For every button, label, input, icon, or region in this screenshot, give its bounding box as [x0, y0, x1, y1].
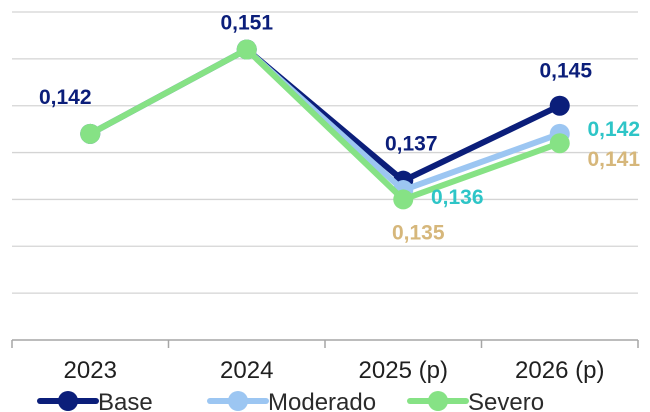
gridlines — [12, 11, 638, 294]
x-tick-label: 2026 (p) — [515, 357, 604, 384]
data-label-base-4: 0,145 — [539, 60, 592, 83]
legend-swatch-marker — [228, 391, 248, 411]
legend-item-base[interactable]: Base — [37, 389, 153, 412]
data-label-severo-4: 0,141 — [587, 148, 640, 171]
series-moderado — [80, 39, 570, 201]
legend-swatch-marker — [58, 391, 78, 411]
data-label-severo-3: 0,135 — [392, 221, 445, 244]
data-point-severo-3 — [393, 189, 414, 210]
legend-label-moderado: Moderado — [268, 389, 376, 412]
x-tick-label: 2023 — [64, 357, 117, 384]
legend: Base Moderado Severo — [37, 389, 544, 412]
data-point-base-4 — [549, 95, 570, 116]
data-label-moderado-4: 0,142 — [587, 118, 640, 141]
data-label-base-2: 0,151 — [220, 11, 273, 34]
data-point-severo-2 — [236, 39, 257, 60]
series-line-severo — [87, 46, 563, 203]
legend-item-severo[interactable]: Severo — [407, 389, 544, 412]
data-label-moderado-3: 0,136 — [431, 186, 484, 209]
x-tick-label: 2024 — [220, 357, 273, 384]
legend-label-base: Base — [98, 389, 153, 412]
data-point-severo-1 — [80, 123, 101, 144]
legend-label-severo: Severo — [468, 389, 544, 412]
data-label-base-3: 0,137 — [385, 133, 438, 156]
series-severo — [80, 39, 570, 210]
legend-swatch-marker — [428, 391, 448, 411]
x-tick-label: 2025 (p) — [359, 357, 448, 384]
data-point-severo-4 — [549, 133, 570, 154]
legend-item-moderado[interactable]: Moderado — [207, 389, 376, 412]
data-label-base-1: 0,142 — [39, 86, 92, 109]
